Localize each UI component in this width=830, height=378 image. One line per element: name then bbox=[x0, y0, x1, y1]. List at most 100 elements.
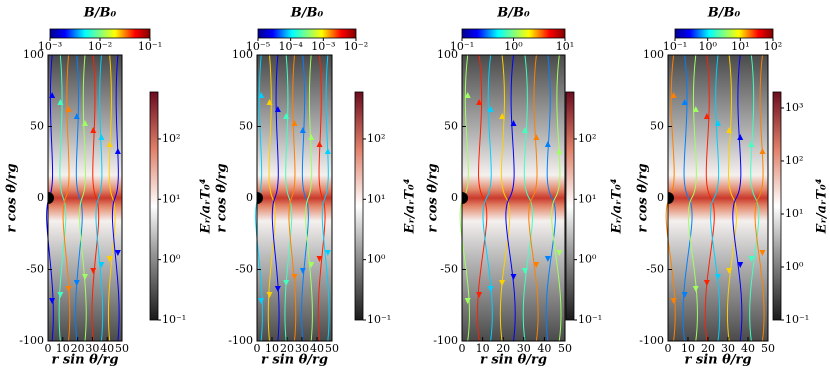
arrowhead bbox=[98, 134, 105, 140]
arrowhead bbox=[114, 148, 121, 154]
colorbar-tick-label: 10⁻³ bbox=[311, 40, 335, 53]
streamline bbox=[522, 54, 534, 342]
arrowhead bbox=[308, 262, 315, 268]
arrowhead bbox=[90, 127, 97, 133]
arrowhead bbox=[82, 120, 88, 126]
colorbar-top bbox=[49, 28, 151, 39]
colorbar-tick-label: 10² bbox=[367, 132, 385, 145]
arrowhead bbox=[703, 280, 710, 286]
colorbar-top-label: B/B₀ bbox=[290, 6, 324, 21]
colorbar-tick-label: 10² bbox=[785, 154, 803, 167]
streamline bbox=[726, 54, 738, 342]
arrowhead bbox=[544, 256, 551, 262]
colorbar-tick-label: 10¹ bbox=[731, 40, 749, 53]
streamline bbox=[710, 54, 721, 342]
x-tick-label: 10 bbox=[265, 342, 279, 355]
streamline bbox=[505, 54, 516, 342]
y-tick-label: -100 bbox=[433, 334, 458, 347]
x-axis-label: r sin θ/rg bbox=[480, 353, 547, 368]
arrowhead bbox=[316, 256, 323, 262]
x-tick-label: 50 bbox=[761, 342, 775, 355]
y-tick-label: 50 bbox=[239, 120, 253, 133]
x-tick-label: 30 bbox=[721, 342, 735, 355]
colorbar-tick-label: 10¹ bbox=[556, 40, 574, 53]
arrowhead bbox=[73, 280, 80, 286]
x-tick-label: 20 bbox=[71, 342, 85, 355]
colorbar-tick-label: 10⁻¹ bbox=[578, 313, 602, 326]
arrowhead bbox=[487, 286, 494, 292]
y-tick-label: -100 bbox=[19, 334, 44, 347]
y-tick-label: 100 bbox=[437, 48, 458, 61]
streamline bbox=[754, 54, 765, 342]
arrowhead bbox=[499, 280, 506, 286]
arrowhead bbox=[703, 113, 710, 119]
colorbar-top bbox=[257, 28, 357, 39]
arrowhead bbox=[533, 134, 540, 140]
arrowhead bbox=[65, 286, 72, 292]
colorbar-right-label: Eᵣ/aᵣT₀⁴ bbox=[403, 178, 418, 234]
arrowhead bbox=[670, 298, 677, 304]
streamline bbox=[75, 54, 83, 342]
arrowhead bbox=[533, 262, 540, 268]
arrowhead bbox=[65, 106, 72, 112]
colorbar-top-label: B/B₀ bbox=[707, 6, 741, 21]
arrowhead bbox=[106, 141, 113, 147]
y-tick-label: 100 bbox=[643, 48, 664, 61]
y-axis-label: r cos θ/rg bbox=[5, 163, 20, 232]
y-tick-label: 50 bbox=[444, 120, 458, 133]
arrowhead bbox=[692, 106, 699, 112]
x-tick-label: 20 bbox=[496, 342, 510, 355]
arrowhead bbox=[464, 298, 471, 304]
streamline bbox=[284, 54, 293, 342]
streamline bbox=[704, 54, 715, 342]
streamline bbox=[317, 54, 326, 342]
arrowhead bbox=[715, 120, 721, 126]
x-tick-label: 0 bbox=[665, 342, 672, 355]
colorbar-top bbox=[674, 28, 774, 39]
x-tick-label: 10 bbox=[681, 342, 695, 355]
y-tick-label: -50 bbox=[26, 263, 44, 276]
arrowhead bbox=[57, 292, 64, 298]
arrowhead bbox=[299, 268, 306, 274]
colorbar-right bbox=[149, 91, 159, 321]
streamline bbox=[301, 54, 309, 342]
colorbar-right-label: Eᵣ/aᵣT₀⁴ bbox=[610, 178, 625, 234]
y-axis-label: r cos θ/rg bbox=[426, 163, 441, 232]
x-axis-label: r sin θ/rg bbox=[52, 353, 119, 368]
x-tick-label: 0 bbox=[254, 342, 261, 355]
x-tick-label: 10 bbox=[476, 342, 490, 355]
colorbar-tick-label: 10⁰ bbox=[578, 253, 597, 266]
colorbar-tick-label: 10⁻³ bbox=[38, 40, 62, 53]
x-tick-label: 0 bbox=[45, 342, 52, 355]
colorbar-right bbox=[565, 91, 575, 321]
arrowhead bbox=[90, 268, 97, 274]
arrowhead bbox=[499, 113, 506, 119]
arrowhead bbox=[510, 120, 517, 126]
arrowhead bbox=[291, 120, 298, 126]
y-tick-label: -50 bbox=[235, 263, 253, 276]
x-tick-label: 50 bbox=[325, 342, 339, 355]
streamline bbox=[682, 54, 693, 342]
arrowhead bbox=[98, 262, 105, 268]
arrowhead bbox=[299, 127, 306, 133]
colorbar-top-label: B/B₀ bbox=[83, 6, 117, 21]
streamline bbox=[288, 54, 297, 342]
streamline bbox=[749, 54, 760, 342]
colorbar-tick-label: 10¹ bbox=[367, 192, 385, 205]
colorbar-right bbox=[354, 91, 364, 321]
arrowhead bbox=[556, 148, 563, 154]
arrowhead bbox=[258, 92, 265, 98]
y-tick-label: -100 bbox=[228, 334, 253, 347]
arrowhead bbox=[487, 106, 494, 112]
arrowhead bbox=[544, 141, 551, 147]
colorbar-tick-label: 10⁰ bbox=[367, 253, 386, 266]
arrowhead bbox=[464, 92, 471, 98]
x-tick-label: 10 bbox=[56, 342, 70, 355]
arrowhead bbox=[748, 141, 755, 147]
colorbar-tick-label: 10⁰ bbox=[785, 260, 804, 273]
streamline bbox=[79, 54, 87, 342]
arrowhead bbox=[324, 250, 331, 256]
arrowhead bbox=[759, 148, 766, 154]
colorbar-tick-label: 10⁻¹ bbox=[450, 40, 474, 53]
arrowhead bbox=[114, 250, 121, 256]
